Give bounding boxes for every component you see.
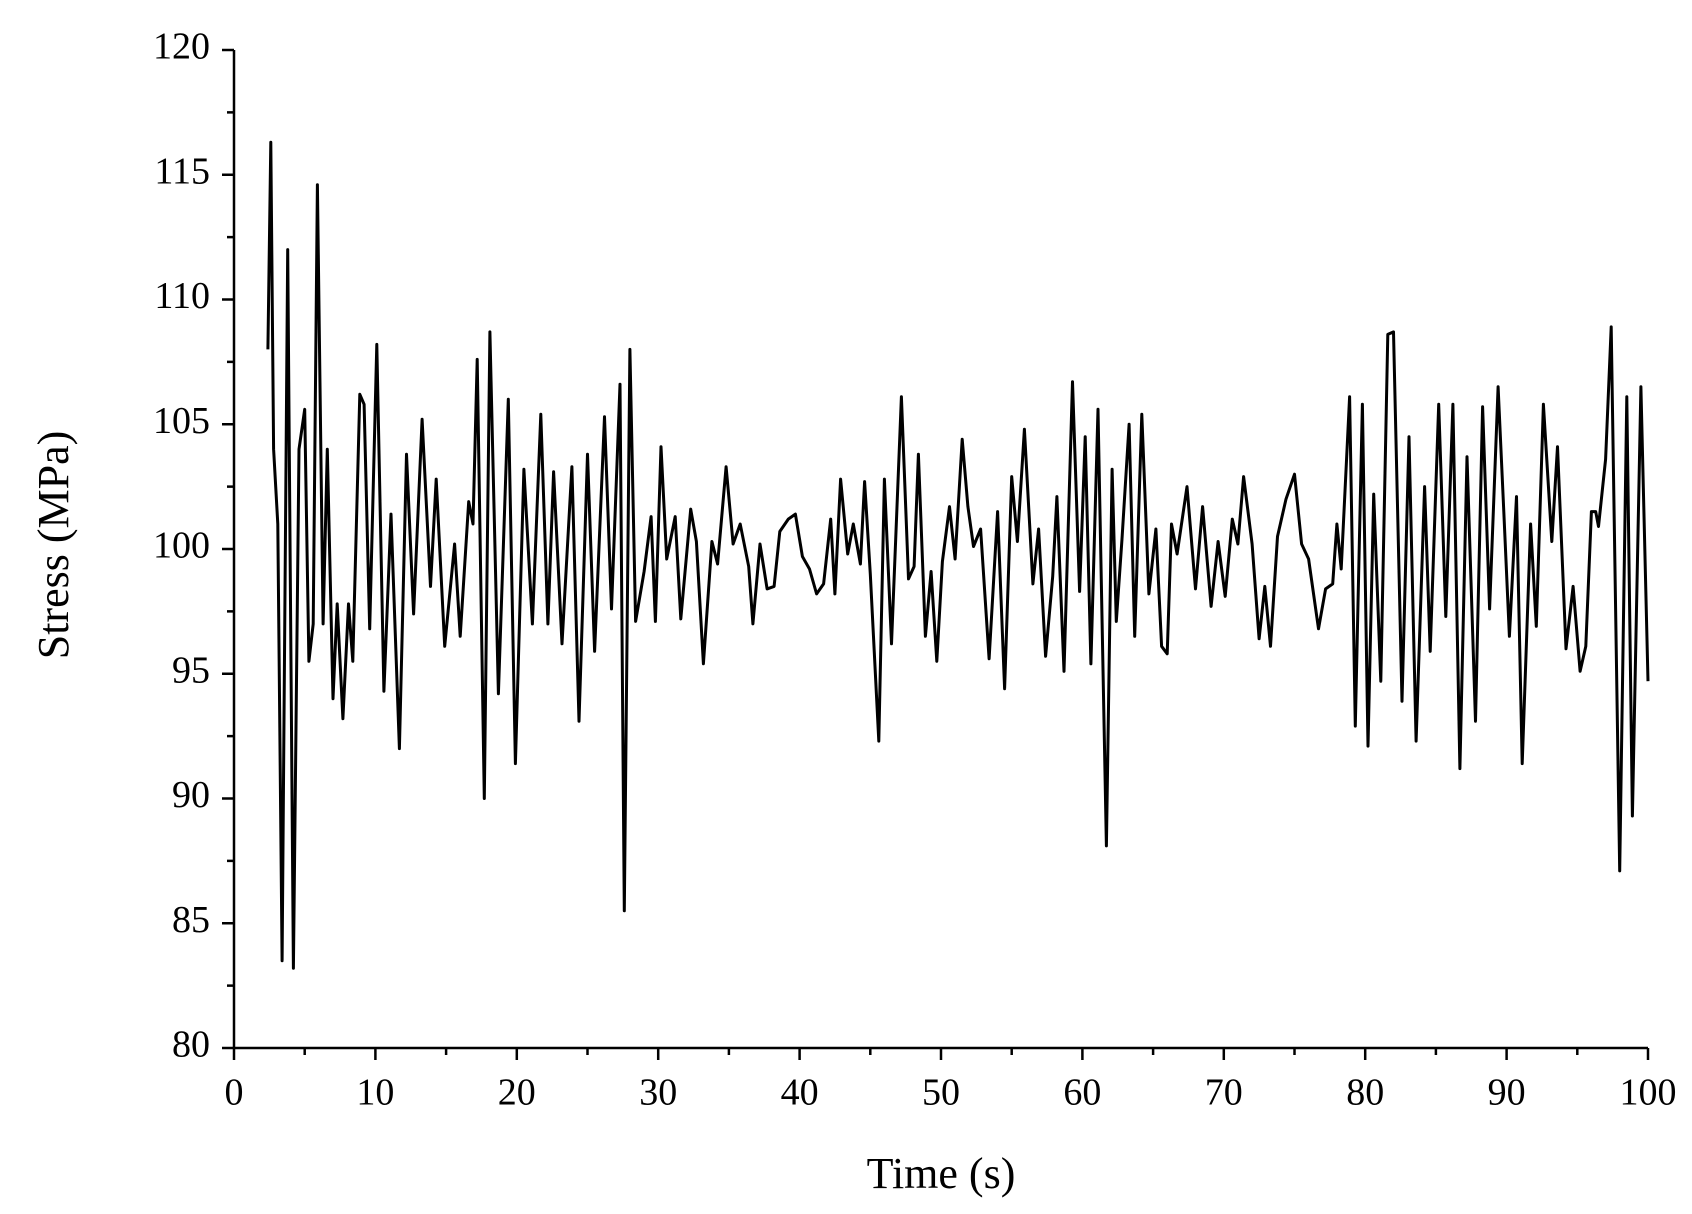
x-tick-label: 70 [1205,1072,1243,1114]
y-tick-label: 105 [153,400,210,442]
y-tick-label: 95 [172,649,210,691]
y-tick-label: 115 [154,150,210,192]
data-line [266,140,1650,970]
y-axis-title: Stress (MPa) [29,431,78,660]
x-tick-label: 90 [1488,1072,1526,1114]
x-tick-label: 20 [498,1072,536,1114]
y-tick-label: 90 [172,774,210,816]
x-tick-label: 30 [639,1072,677,1114]
x-tick-label: 50 [922,1072,960,1114]
y-tick-label: 85 [172,899,210,941]
x-tick-label: 0 [225,1072,244,1114]
x-tick-label: 100 [1620,1072,1677,1114]
x-tick-label: 10 [356,1072,394,1114]
y-tick-label: 110 [154,275,210,317]
x-tick-label: 60 [1063,1072,1101,1114]
y-tick-label: 120 [153,26,210,68]
x-tick-label: 80 [1346,1072,1384,1114]
y-tick-label: 80 [172,1024,210,1066]
x-axis-title: Time (s) [867,1149,1016,1198]
x-tick-label: 40 [781,1072,819,1114]
y-tick-label: 100 [153,525,210,567]
